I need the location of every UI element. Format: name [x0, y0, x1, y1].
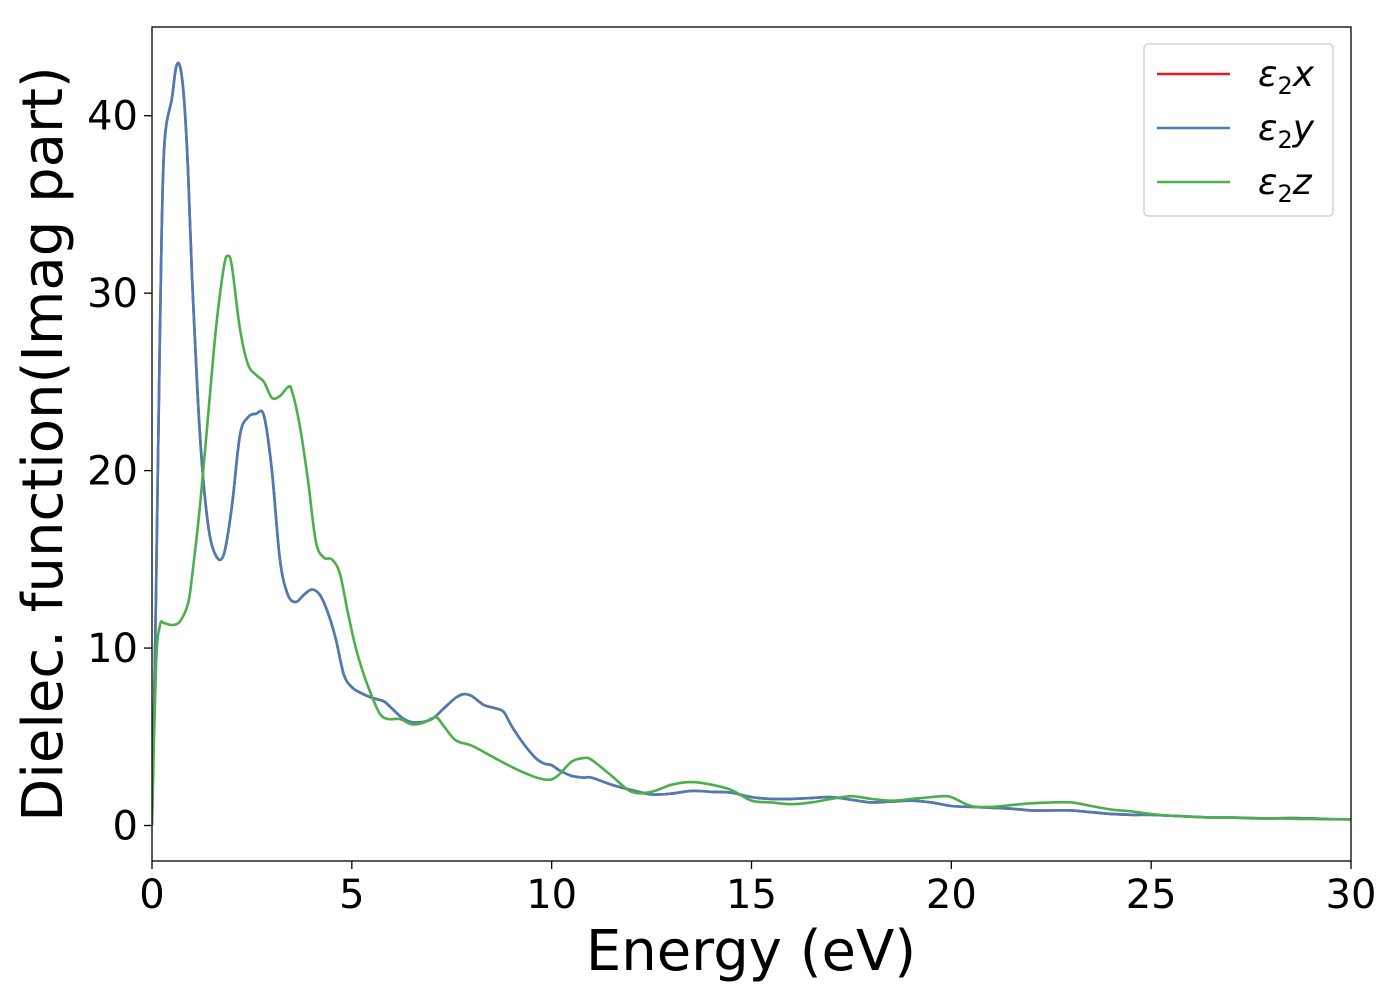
- x-tick-label: 5: [339, 872, 364, 918]
- x-tick-label: 25: [1126, 872, 1177, 918]
- x-tick-label: 0: [139, 872, 164, 918]
- x-tick-label: 20: [926, 872, 977, 918]
- y-tick-label: 30: [87, 271, 138, 317]
- y-tick-label: 0: [113, 804, 138, 850]
- x-axis-label: Energy (eV): [586, 919, 916, 984]
- y-tick-label: 20: [87, 449, 138, 495]
- series-line-z: [152, 254, 1351, 826]
- y-tick-label: 40: [87, 94, 138, 140]
- x-tick-label: 15: [726, 872, 777, 918]
- x-tick-label: 30: [1326, 872, 1377, 918]
- legend: ε2x ε2y ε2z: [1143, 43, 1334, 217]
- y-axis-ticks: 0 10 20 30 40: [87, 94, 152, 850]
- legend-label-x: ε2x: [1258, 54, 1315, 100]
- series-line-y: [152, 61, 1351, 826]
- legend-label-y: ε2y: [1258, 108, 1315, 154]
- x-tick-label: 10: [526, 872, 577, 918]
- series-layer: [152, 61, 1351, 826]
- x-axis-ticks: 0 5 10 15 20 25 30: [139, 861, 1376, 918]
- legend-label-z: ε2z: [1258, 162, 1313, 208]
- legend-box: [1143, 43, 1334, 217]
- y-tick-label: 10: [87, 626, 138, 672]
- y-axis-label: Dielec. function(Imag part): [11, 66, 76, 822]
